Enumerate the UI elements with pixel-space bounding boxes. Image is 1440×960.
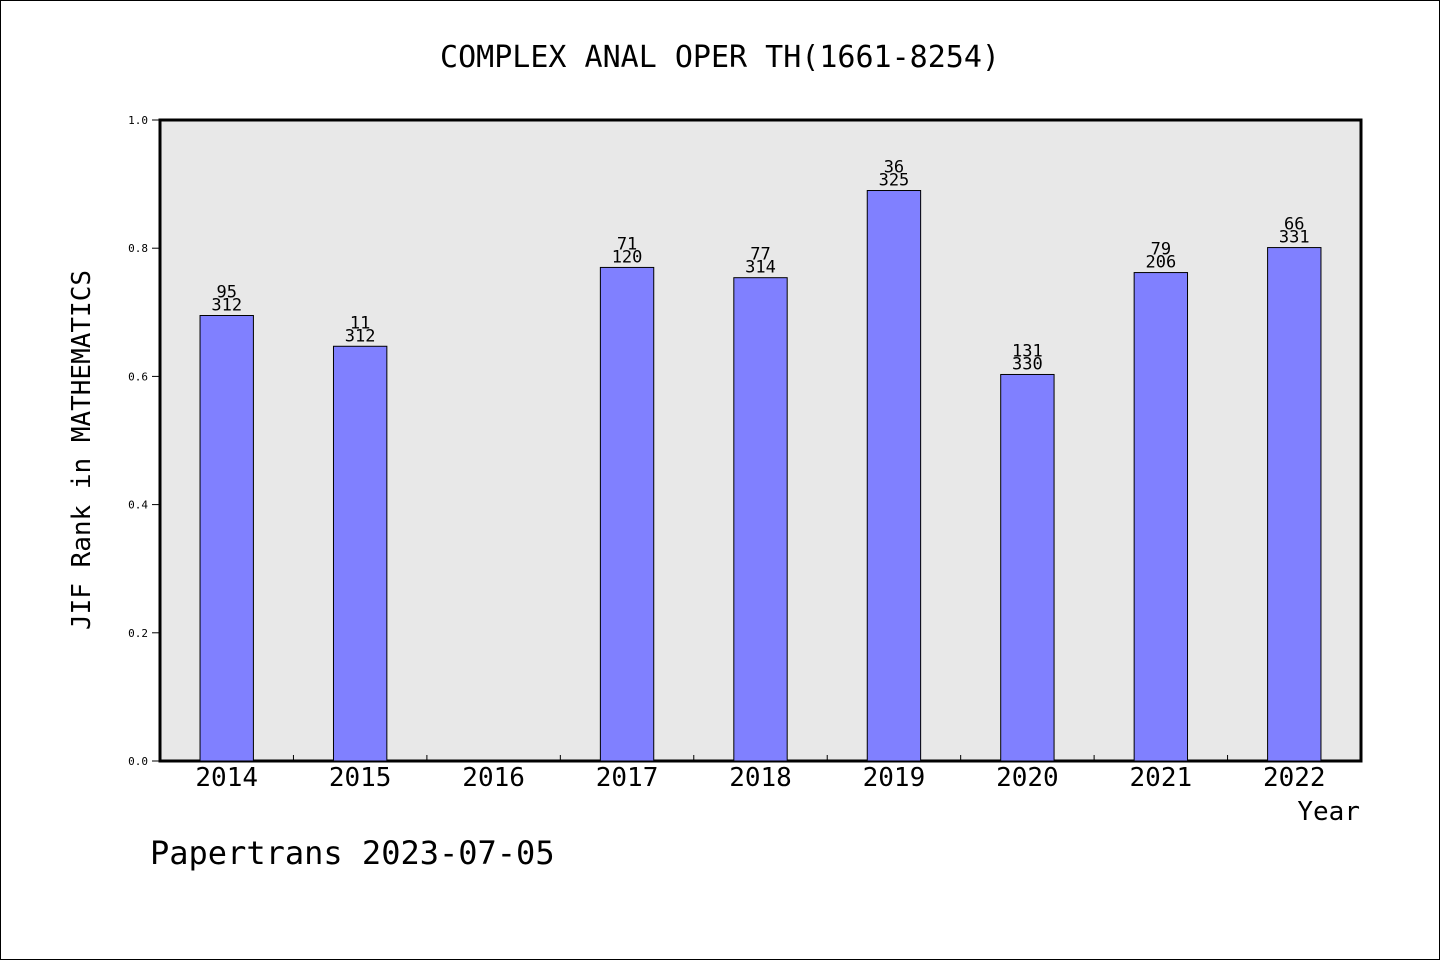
- x-tick-label: 2021: [1130, 763, 1193, 793]
- bar-series: [199, 190, 1322, 762]
- bar-label-rank: 66: [1284, 215, 1304, 235]
- x-tick-label: 2022: [1263, 763, 1326, 793]
- bar-label-rank: 11: [350, 313, 370, 333]
- bar-label-total: 120: [612, 247, 643, 267]
- chart-title: COMPLEX ANAL OPER TH(1661-8254): [440, 40, 1000, 75]
- bar-label-total: 325: [879, 171, 910, 191]
- bar-label-rank: 95: [216, 283, 236, 303]
- y-tick-label: 0.4: [128, 499, 148, 512]
- bar: [1000, 373, 1055, 762]
- y-axis: 0.0 0.2 0.4 0.6 0.8 1.0: [128, 114, 160, 768]
- bar-label-rank: 131: [1012, 341, 1043, 361]
- bar-label-total: 206: [1145, 253, 1176, 273]
- y-tick-label: 0.0: [128, 755, 148, 768]
- bar-label-rank: 71: [617, 234, 637, 254]
- bar: [733, 277, 788, 762]
- bar-label-total: 314: [745, 258, 776, 278]
- bar-label-rank: 79: [1151, 240, 1171, 260]
- bar: [866, 190, 922, 762]
- bar: [599, 266, 655, 762]
- y-tick-label: 0.2: [128, 627, 148, 640]
- y-tick-label: 0.8: [128, 242, 148, 255]
- bar-label-rank: 77: [750, 245, 770, 265]
- x-tick-label: 2015: [329, 763, 392, 793]
- x-tick-label: 2020: [996, 763, 1059, 793]
- bar: [1133, 272, 1189, 762]
- bar: [199, 315, 254, 762]
- y-tick-label: 0.6: [128, 370, 148, 383]
- bar-label-total: 330: [1012, 354, 1043, 374]
- x-tick-label: 2018: [729, 763, 792, 793]
- x-tick-label: 2014: [195, 763, 258, 793]
- x-axis-label: Year: [1297, 797, 1360, 827]
- bar: [332, 345, 388, 762]
- x-tick-label: 2019: [863, 763, 926, 793]
- y-axis-label: JIF Rank in MATHEMATICS: [67, 270, 97, 630]
- bar-label-rank: 36: [884, 158, 904, 178]
- bar: [1267, 247, 1322, 762]
- x-tick-label: 2017: [596, 763, 659, 793]
- x-axis: 2014 2015 2016 2017 2018 2019 2020 2021 2022: [195, 755, 1326, 793]
- y-tick-label: 1.0: [128, 114, 148, 127]
- bar-label-total: 331: [1279, 228, 1310, 248]
- bar-label-total: 312: [345, 326, 376, 346]
- x-tick-label: 2016: [462, 763, 525, 793]
- footer-credit: Papertrans 2023-07-05: [150, 834, 555, 872]
- bar-label-total: 312: [211, 296, 242, 316]
